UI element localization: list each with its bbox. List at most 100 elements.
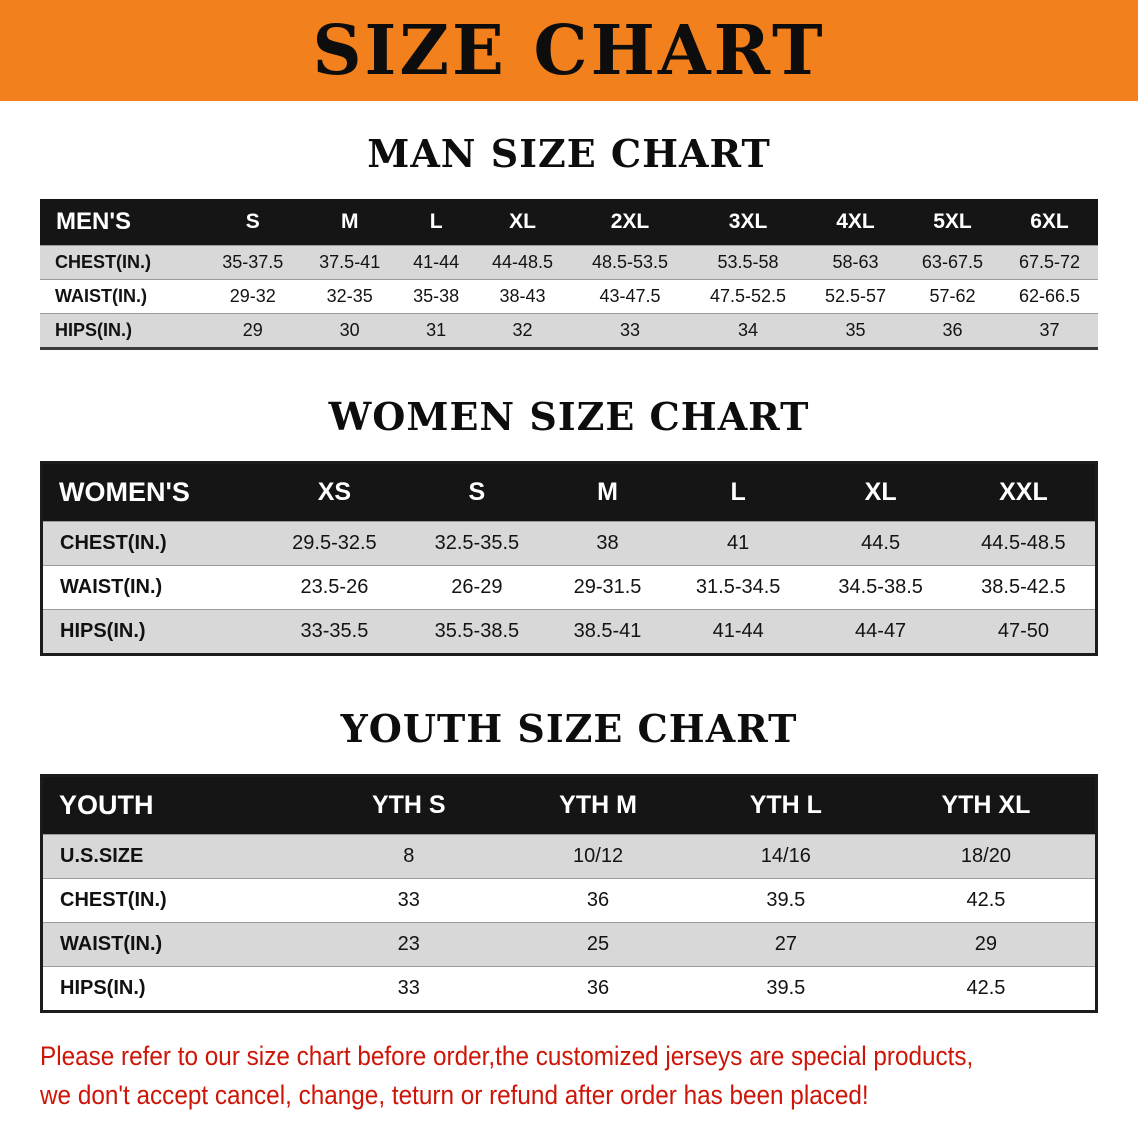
measurement-row: U.S.SIZE 8 10/12 14/16 18/20 bbox=[41, 834, 1097, 879]
size-value: 35-37.5 bbox=[222, 251, 284, 272]
size-value: 32-35 bbox=[326, 285, 373, 306]
size-value: 31.5-34.5 bbox=[695, 576, 781, 599]
size-value: 23.5-26 bbox=[300, 576, 369, 599]
measurement-row: WAIST(IN.) 23 25 27 29 bbox=[41, 922, 1097, 967]
group-label-header: WOMEN'S bbox=[41, 462, 264, 522]
youth-section-heading: YOUTH SIZE CHART bbox=[340, 706, 798, 752]
table-header-row: WOMEN'S XS S M L XL XXL bbox=[41, 462, 1097, 522]
measurement-row: CHEST(IN.) 29.5-32.5 32.5-35.5 38 41 44.5 44.5… bbox=[41, 521, 1097, 566]
page-title: SIZE CHART bbox=[312, 10, 826, 91]
size-column-header: 3XL bbox=[689, 198, 808, 246]
size-column-header: 5XL bbox=[903, 198, 1001, 246]
size-value: 29 bbox=[242, 319, 263, 340]
disclaimer: Please refer to our size chart before or… bbox=[40, 1037, 1138, 1115]
size-value: 34 bbox=[738, 319, 759, 340]
size-value: 33-35.5 bbox=[300, 620, 369, 643]
size-value: 44-48.5 bbox=[491, 251, 554, 272]
size-value: 29 bbox=[974, 932, 998, 955]
size-column-header: S bbox=[405, 462, 549, 522]
mens-size-section: MAN SIZE CHART MEN'S S M L XL 2XL 3XL 4XL 5XL 6XL… bbox=[0, 131, 1138, 350]
size-value: 57-62 bbox=[929, 285, 976, 306]
size-value: 38-43 bbox=[499, 285, 546, 306]
size-column-header: YTH L bbox=[694, 775, 877, 835]
measurement-label: WAIST(IN.) bbox=[60, 576, 163, 599]
table-header-row: YOUTH YTH S YTH M YTH L YTH XL bbox=[41, 775, 1097, 835]
size-value: 8 bbox=[403, 844, 415, 867]
mens-size-table: MEN'S S M L XL 2XL 3XL 4XL 5XL 6XL CHEST(IN.) 35-37… bbox=[40, 198, 1098, 350]
measurement-row: WAIST(IN.) 29-32 32-35 35-38 38-43 43-47.5 47.… bbox=[40, 279, 1098, 314]
womens-size-table: WOMEN'S XS S M L XL XXL CHEST(IN.) 29.5-32.5 32.5… bbox=[40, 461, 1098, 657]
measurement-row: CHEST(IN.) 33 36 39.5 42.5 bbox=[41, 878, 1097, 923]
size-column-header: L bbox=[666, 462, 810, 522]
size-value: 39.5 bbox=[766, 976, 806, 999]
size-value: 29.5-32.5 bbox=[292, 532, 377, 555]
measurement-row: HIPS(IN.) 29 30 31 32 33 34 35 36 37 bbox=[40, 313, 1098, 349]
size-value: 35.5-38.5 bbox=[434, 620, 520, 643]
size-column-header: XS bbox=[263, 462, 406, 522]
size-value: 42.5 bbox=[966, 888, 1006, 911]
size-value: 14/16 bbox=[760, 844, 811, 867]
size-column-header: XXL bbox=[951, 462, 1097, 522]
size-value: 36 bbox=[942, 319, 963, 340]
measurement-row: CHEST(IN.) 35-37.5 37.5-41 41-44 44-48.5 48.5… bbox=[40, 245, 1098, 280]
size-value: 41-44 bbox=[712, 620, 764, 643]
size-value: 38.5-41 bbox=[573, 620, 642, 643]
group-label-header: MEN'S bbox=[40, 198, 205, 246]
size-value: 31 bbox=[426, 319, 447, 340]
size-value: 26-29 bbox=[451, 576, 503, 599]
size-value: 44.5-48.5 bbox=[981, 532, 1066, 555]
size-value: 41 bbox=[727, 532, 750, 555]
size-value: 35 bbox=[845, 319, 866, 340]
womens-section-heading: WOMEN SIZE CHART bbox=[328, 393, 810, 439]
size-value: 36 bbox=[586, 976, 610, 999]
size-column-header: 6XL bbox=[1000, 198, 1098, 246]
size-column-header: L bbox=[398, 198, 475, 246]
size-value: 34.5-38.5 bbox=[838, 576, 923, 599]
size-value: 18/20 bbox=[960, 844, 1011, 867]
measurement-label: CHEST(IN.) bbox=[60, 532, 167, 555]
size-value: 37 bbox=[1039, 319, 1060, 340]
size-value: 62-66.5 bbox=[1018, 285, 1080, 306]
youth-size-section: YOUTH SIZE CHART YOUTH YTH S YTH M YTH L YTH… bbox=[0, 706, 1138, 1013]
size-value: 36 bbox=[586, 888, 610, 911]
youth-size-table: YOUTH YTH S YTH M YTH L YTH XL U.S.SIZE 8 10/12… bbox=[40, 773, 1098, 1013]
group-label-header: YOUTH bbox=[41, 775, 317, 835]
size-value: 47.5-52.5 bbox=[709, 285, 787, 306]
measurement-label: WAIST(IN.) bbox=[60, 932, 163, 955]
size-value: 32 bbox=[512, 319, 533, 340]
size-value: 25 bbox=[586, 932, 610, 955]
size-value: 10/12 bbox=[573, 844, 624, 867]
size-value: 33 bbox=[397, 976, 420, 999]
measurement-row: HIPS(IN.) 33-35.5 35.5-38.5 38.5-41 41-44 44-… bbox=[41, 609, 1097, 655]
size-value: 33 bbox=[619, 319, 641, 340]
size-column-header: S bbox=[204, 198, 302, 246]
size-value: 47-50 bbox=[997, 620, 1049, 643]
size-value: 42.5 bbox=[966, 976, 1006, 999]
size-value: 37.5-41 bbox=[319, 251, 381, 272]
size-value: 23 bbox=[397, 932, 420, 955]
size-column-header: 4XL bbox=[807, 198, 904, 246]
size-column-header: 2XL bbox=[571, 198, 690, 246]
size-column-header: YTH M bbox=[501, 775, 695, 835]
measurement-label: HIPS(IN.) bbox=[60, 620, 146, 643]
size-value: 38.5-42.5 bbox=[981, 576, 1066, 599]
table-header-row: MEN'S S M L XL 2XL 3XL 4XL 5XL 6XL bbox=[40, 198, 1098, 246]
disclaimer-line-2: we don't accept cancel, change, teturn o… bbox=[40, 1079, 869, 1110]
size-value: 52.5-57 bbox=[824, 285, 887, 306]
size-column-header: M bbox=[301, 198, 399, 246]
size-value: 32.5-35.5 bbox=[434, 532, 520, 555]
size-column-header: XL bbox=[809, 462, 952, 522]
size-value: 38 bbox=[596, 532, 619, 555]
measurement-row: WAIST(IN.) 23.5-26 26-29 29-31.5 31.5-34.5 34… bbox=[41, 565, 1097, 610]
size-value: 44.5 bbox=[861, 532, 901, 555]
size-value: 44-47 bbox=[855, 620, 907, 643]
measurement-label: CHEST(IN.) bbox=[55, 251, 151, 272]
size-value: 63-67.5 bbox=[921, 251, 983, 272]
size-value: 48.5-53.5 bbox=[591, 251, 669, 272]
size-value: 58-63 bbox=[832, 251, 879, 272]
size-value: 41-44 bbox=[413, 251, 460, 272]
size-value: 30 bbox=[339, 319, 360, 340]
measurement-label: HIPS(IN.) bbox=[55, 319, 133, 340]
size-chart-banner: SIZE CHART bbox=[0, 0, 1138, 101]
womens-size-section: WOMEN SIZE CHART WOMEN'S XS S M L XL XXL CHEST(… bbox=[0, 394, 1138, 657]
